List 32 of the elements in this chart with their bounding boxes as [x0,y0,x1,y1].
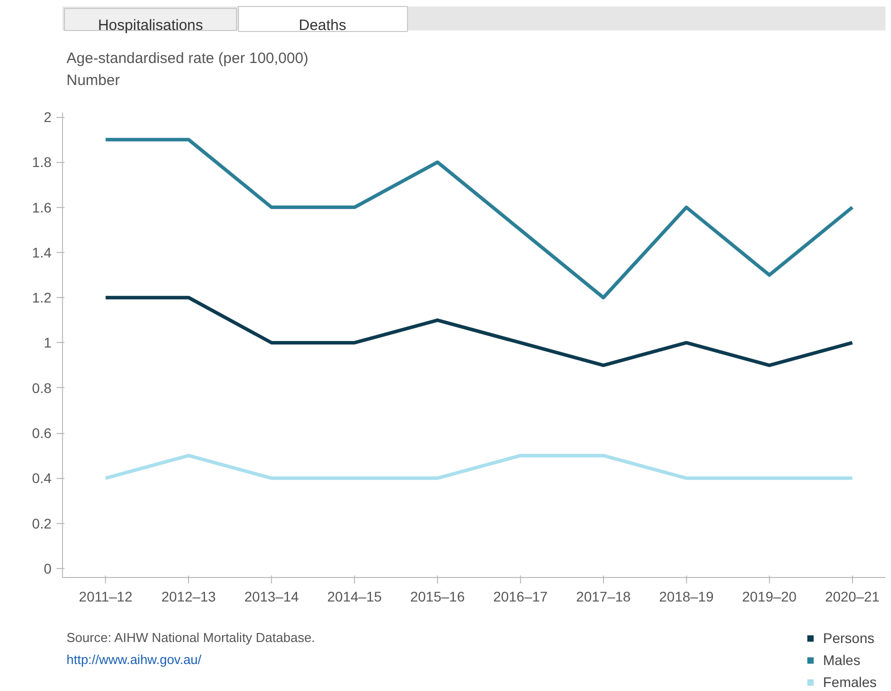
x-tick-label: 2013–14 [244,588,300,604]
y-tick-label: 1.4 [32,244,52,260]
line-series [104,296,854,368]
y-tick-label: 0 [44,560,52,576]
x-tick-label: 2020–21 [825,588,880,604]
x-tick-label: 2014–15 [327,588,382,604]
y-tick-label: 0.8 [32,380,52,396]
x-tick-label: 2017–18 [576,588,631,604]
y-tick-label: 1.6 [32,199,52,216]
x-tick-label: 2018–19 [659,588,714,604]
x-tick-label: 2016–17 [493,588,548,604]
y-tick-label: 0.2 [32,515,52,532]
text: Hospitalisations [98,17,204,34]
y-tick-label: 1.2 [32,290,52,306]
y-tick-label: 1 [44,334,52,351]
text: http://www.aihw.gov.au/ [66,652,202,667]
x-tick-label: 2019–20 [742,588,797,604]
legend-label: Females [823,673,877,691]
text: Deaths [298,17,346,34]
y-tick-label: 0.6 [32,425,52,442]
x-tick-label: 2015–16 [410,588,465,604]
y-tick-label: 1.8 [32,154,52,170]
x-tick-label: 2011–12 [78,588,133,604]
text: Number [66,72,120,89]
y-tick-label: 0.4 [32,470,52,486]
legend-label: Males [823,651,860,669]
y-tick-label: 2 [44,109,52,126]
text: Age-standardised rate (per 100,000) [66,50,308,67]
source-note: Source: AIHW National Mortality Database. [66,630,316,645]
line-series [104,138,854,300]
legend-label: Persons [823,629,874,647]
x-tick-label: 2012–13 [161,588,216,604]
